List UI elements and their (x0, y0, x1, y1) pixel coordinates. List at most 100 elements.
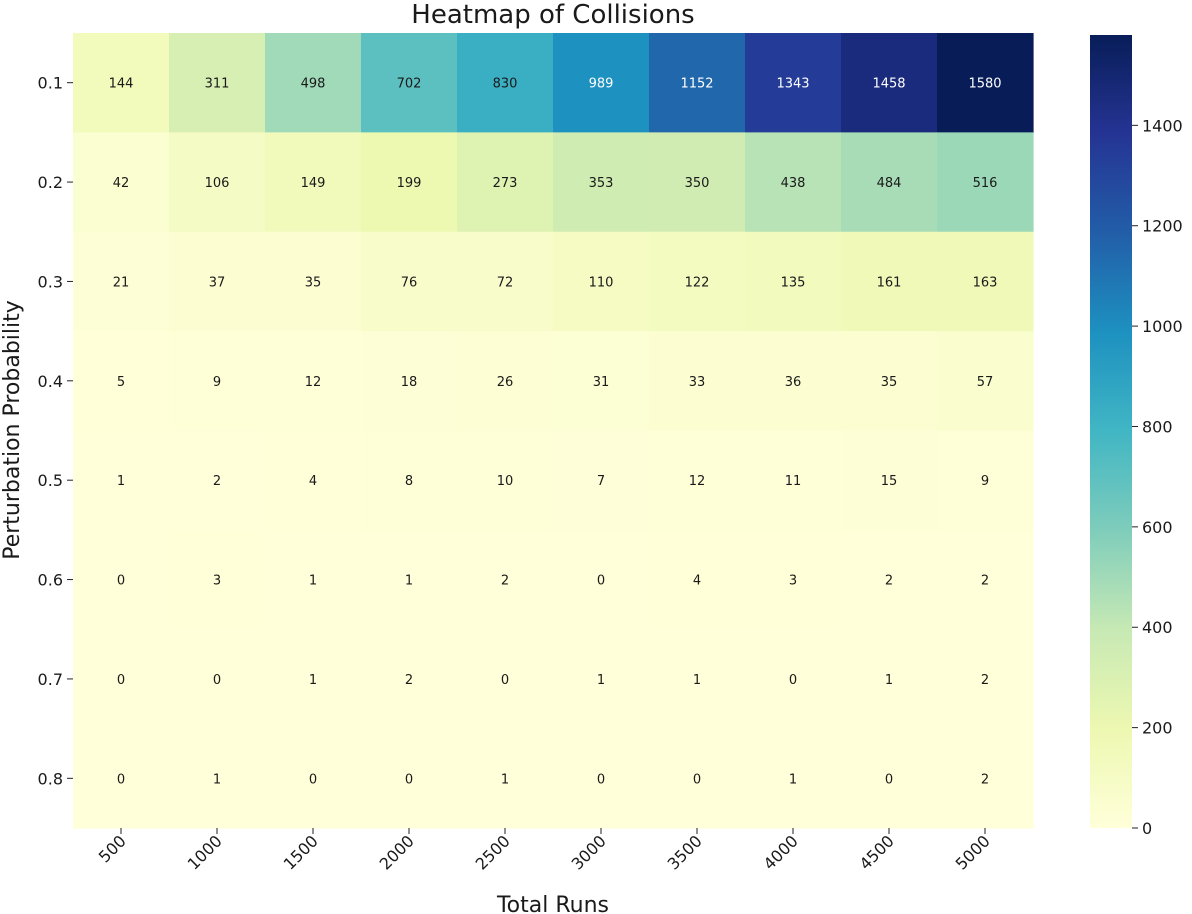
heatmap-cell (937, 331, 1034, 432)
cell-value-label: 3 (789, 574, 797, 589)
cell-value-label: 106 (205, 176, 230, 191)
heatmap-cell (457, 33, 554, 133)
cell-value-label: 57 (977, 375, 994, 390)
heatmap-cell (169, 728, 266, 829)
cell-value-label: 1 (597, 673, 605, 688)
cell-value-label: 15 (881, 474, 898, 489)
cell-value-label: 0 (309, 772, 317, 787)
cell-value-label: 2 (981, 772, 989, 787)
heatmap-cell (265, 430, 362, 531)
cell-value-label: 9 (981, 474, 989, 489)
y-tick-label: 0.3 (38, 272, 63, 291)
y-tick-label: 0.7 (38, 670, 63, 689)
x-tick-label: 500 (95, 831, 130, 866)
heatmap-cell (841, 430, 938, 531)
cell-value-label: 311 (205, 77, 230, 92)
x-tick-label: 1500 (280, 831, 322, 873)
cell-value-label: 0 (501, 673, 509, 688)
heatmap-cell (265, 132, 362, 233)
heatmap-cell (169, 132, 266, 233)
heatmap-cell (265, 33, 362, 133)
heatmap-cell (937, 728, 1034, 829)
heatmap-cell (649, 529, 746, 630)
cell-value-label: 1580 (968, 77, 1001, 92)
y-axis-title: Perturbation Probability (0, 300, 25, 560)
heatmap-cell (745, 728, 842, 829)
cell-value-label: 2 (501, 574, 509, 589)
cell-value-label: 76 (401, 275, 418, 290)
heatmap-cell (841, 331, 938, 432)
heatmap-cell (649, 33, 746, 133)
x-tick-label: 3500 (664, 831, 706, 873)
heatmap-cell (73, 132, 170, 233)
cell-value-label: 1 (693, 673, 701, 688)
cell-value-label: 0 (117, 574, 125, 589)
cell-value-label: 1 (213, 772, 221, 787)
heatmap-cell (649, 430, 746, 531)
cell-value-label: 0 (885, 772, 893, 787)
heatmap-cell (937, 529, 1034, 630)
cell-value-label: 36 (785, 375, 802, 390)
cell-value-label: 2 (981, 574, 989, 589)
cell-value-label: 35 (305, 275, 322, 290)
cell-value-label: 484 (877, 176, 902, 191)
cell-value-label: 35 (881, 375, 898, 390)
cell-value-label: 1458 (872, 77, 905, 92)
heatmap-cell (361, 629, 458, 730)
heatmap-cell (169, 33, 266, 133)
x-tick-label: 2000 (376, 831, 418, 873)
heatmap-cell (265, 331, 362, 432)
cell-value-label: 4 (693, 574, 701, 589)
colorbar-tick-label: 600 (1142, 518, 1173, 537)
cell-value-label: 353 (589, 176, 614, 191)
x-tick-label: 3000 (568, 831, 610, 873)
heatmap-cell (457, 132, 554, 233)
heatmap-cell (457, 728, 554, 829)
heatmap-cell (841, 529, 938, 630)
heatmap-cell (457, 331, 554, 432)
heatmap-cell (649, 728, 746, 829)
heatmap-cell (649, 629, 746, 730)
cell-value-label: 199 (397, 176, 422, 191)
cell-value-label: 2 (981, 673, 989, 688)
heatmap-cell (265, 529, 362, 630)
colorbar-tick-label: 1000 (1142, 317, 1183, 336)
cell-value-label: 161 (877, 275, 902, 290)
y-axis-ticks: 0.1 0.2 0.3 0.4 0.5 0.6 0.7 0.8 (38, 74, 73, 788)
cell-value-label: 498 (301, 77, 326, 92)
cell-value-label: 42 (113, 176, 130, 191)
heatmap-cell (937, 33, 1034, 133)
cell-value-label: 1 (501, 772, 509, 787)
heatmap-cell (649, 331, 746, 432)
cell-value-label: 0 (117, 772, 125, 787)
heatmap-cell (265, 728, 362, 829)
cell-value-label: 122 (685, 275, 710, 290)
colorbar-tick-label: 0 (1142, 819, 1152, 838)
heatmap-cell (169, 331, 266, 432)
cell-value-label: 163 (973, 275, 998, 290)
cell-value-label: 1 (405, 574, 413, 589)
heatmap-cell (457, 529, 554, 630)
heatmap-cell (553, 430, 650, 531)
cell-value-label: 72 (497, 275, 514, 290)
cell-value-label: 1 (117, 474, 125, 489)
heatmap-cell (841, 132, 938, 233)
heatmap-cell (553, 132, 650, 233)
cell-value-label: 12 (305, 375, 322, 390)
heatmap-cell (937, 231, 1034, 332)
heatmap-cell (457, 430, 554, 531)
heatmap-cell (361, 430, 458, 531)
heatmap-cell (649, 231, 746, 332)
x-axis-ticks: 500 1000 1500 2000 2500 3000 3500 4000 4500 5000 (95, 828, 994, 874)
colorbar-tick-label: 200 (1142, 719, 1173, 738)
x-axis-title: Total Runs (496, 893, 609, 914)
colorbar-ticks: 0 200 400 600 800 1000 1200 1400 (1132, 116, 1183, 838)
cell-value-label: 516 (973, 176, 998, 191)
cell-value-label: 0 (117, 673, 125, 688)
heatmap-cell (361, 231, 458, 332)
heatmap-cell (73, 529, 170, 630)
heatmap-cell (73, 728, 170, 829)
heatmap-cell (745, 430, 842, 531)
cell-value-label: 9 (213, 375, 221, 390)
heatmap-cell (73, 430, 170, 531)
